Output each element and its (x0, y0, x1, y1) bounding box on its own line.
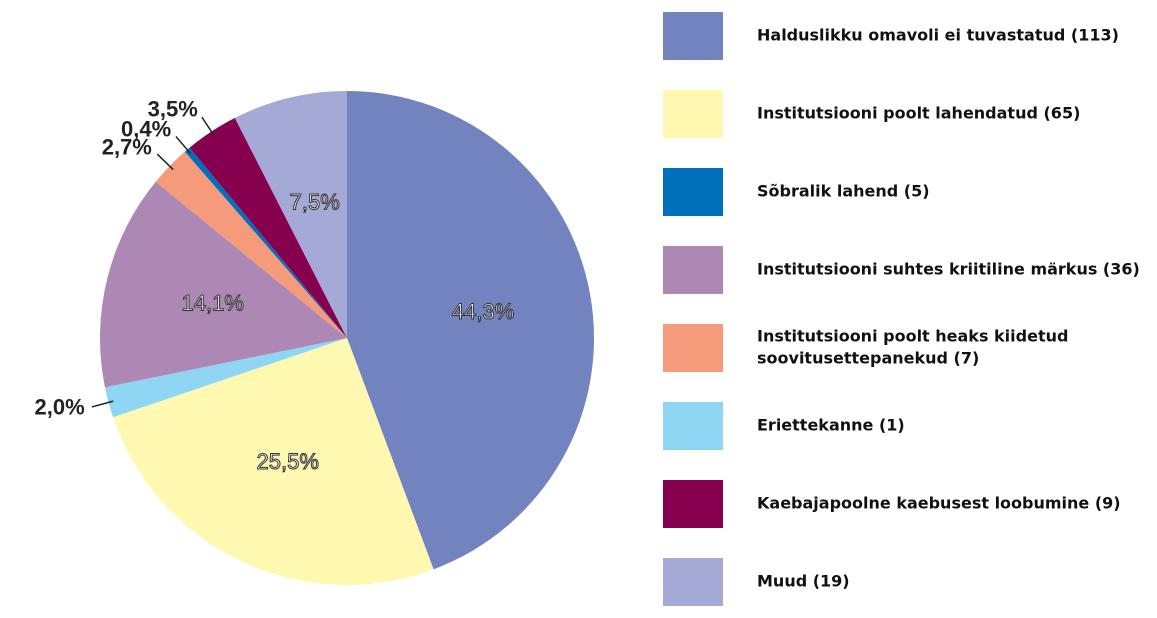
legend-swatch (663, 246, 723, 294)
leader-line (91, 400, 114, 408)
pie-slice (100, 181, 347, 388)
legend-label: Institutsiooni poolt lahendatud (65) (757, 104, 1080, 123)
slice-label: 3,5% (148, 97, 198, 122)
pie-slice (189, 117, 347, 338)
legend-swatch (663, 480, 723, 528)
legend-swatch (663, 90, 723, 138)
pie-slice (234, 91, 347, 338)
slice-label: 0,4% (121, 117, 171, 142)
slice-label: 2,7% (102, 135, 152, 160)
slice-label: 7,5% (290, 189, 340, 214)
legend-label: Institutsiooni suhtes kriitiline märkus … (757, 260, 1140, 279)
pie-slice (347, 91, 594, 570)
pie-slice (104, 338, 347, 418)
legend-label: soovitusettepanekud (7) (757, 349, 979, 368)
slice-label: 44,3% (452, 299, 514, 324)
legend-label: Muud (19) (757, 572, 850, 591)
pie-slice (155, 151, 347, 338)
legend-label: Institutsiooni poolt heaks kiidetud (757, 327, 1068, 346)
legend-swatch (663, 12, 723, 60)
legend-label: Halduslikku omavoli ei tuvastatud (113) (757, 26, 1119, 45)
leader-line (201, 116, 215, 137)
slice-label: 25,5% (257, 449, 319, 474)
pie-slice (113, 338, 434, 585)
legend-swatch (663, 402, 723, 450)
slice-label: 2,0% (35, 395, 85, 420)
leader-line (175, 136, 191, 154)
legend-swatch (663, 324, 723, 372)
slice-label: 14,1% (182, 291, 244, 316)
legend-swatch (663, 558, 723, 606)
pie-slice (184, 147, 347, 338)
legend-label: Kaebajapoolne kaebusest loobumine (9) (757, 494, 1121, 513)
legend-label: Sõbralik lahend (5) (757, 182, 930, 201)
legend-swatch (663, 168, 723, 216)
legend-label: Eriettekanne (1) (757, 416, 905, 435)
leader-line (156, 153, 174, 171)
